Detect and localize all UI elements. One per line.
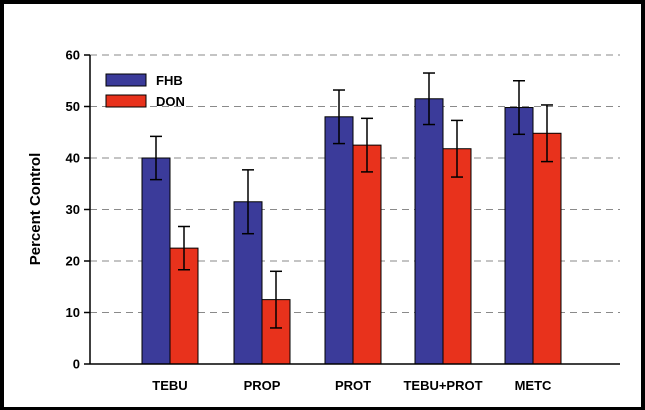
legend: FHB DON <box>105 73 185 109</box>
legend-label: FHB <box>156 73 183 88</box>
bar-fhb <box>504 107 534 365</box>
y-axis-title: Percent Control <box>27 153 44 266</box>
bar-fhb <box>324 116 354 365</box>
x-tick-label: METC <box>515 378 552 393</box>
y-tick-label: 50 <box>66 99 80 114</box>
bar-don <box>442 148 472 365</box>
bars <box>141 72 562 365</box>
x-tick-label: TEBU <box>152 378 187 393</box>
y-tick-label: 60 <box>66 48 80 63</box>
y-axis: 0 10 20 30 40 50 60 <box>66 48 91 372</box>
x-tick-label: PROP <box>244 378 281 393</box>
x-tick-label: PROT <box>335 378 371 393</box>
y-tick-label: 0 <box>73 357 80 372</box>
x-axis: TEBU PROP PROT TEBU+PROT METC <box>90 363 620 393</box>
bar-don <box>532 132 562 365</box>
legend-swatch-fhb <box>105 73 147 87</box>
y-tick-label: 10 <box>66 305 80 320</box>
y-tick-label: 20 <box>66 254 80 269</box>
y-tick-label: 30 <box>66 202 80 217</box>
y-tick-label: 40 <box>66 151 80 166</box>
legend-swatch-don <box>105 94 147 108</box>
bar-fhb <box>414 98 444 365</box>
bar-don <box>352 144 382 365</box>
legend-label: DON <box>156 94 185 109</box>
bar-fhb <box>141 157 171 365</box>
x-tick-label: TEBU+PROT <box>403 378 482 393</box>
